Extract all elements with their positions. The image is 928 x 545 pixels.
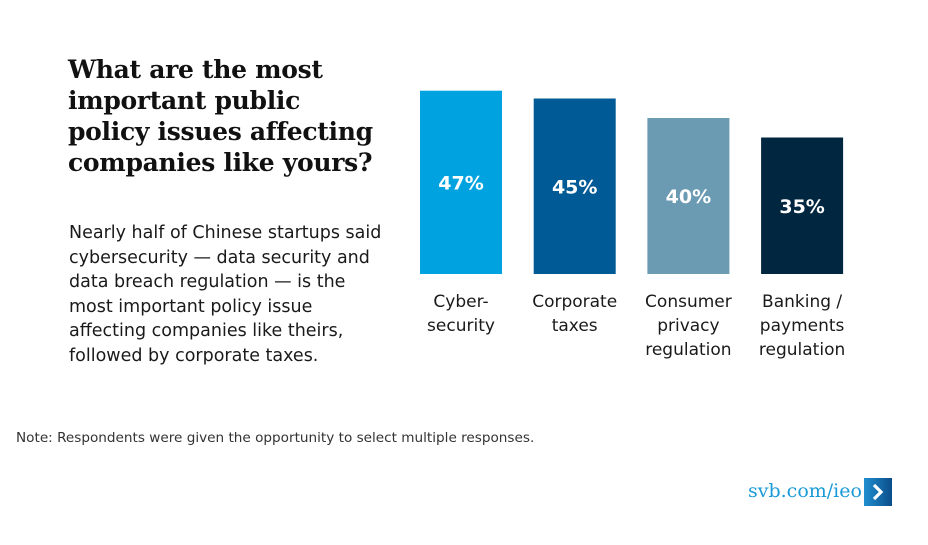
category-label-line: payments bbox=[760, 316, 845, 336]
category-label: Banking / payments regulation bbox=[759, 292, 845, 360]
bar-1 bbox=[533, 98, 616, 274]
category-label-line: Cyber- bbox=[433, 292, 488, 312]
category-label-line: Banking / bbox=[762, 292, 842, 312]
category-label-line: privacy bbox=[657, 316, 719, 336]
chevron-right-icon bbox=[872, 484, 884, 500]
category-label-line: Consumer bbox=[645, 292, 732, 312]
category-label: Consumer privacy regulation bbox=[645, 292, 732, 360]
svb-link[interactable]: svb.com/ieo bbox=[748, 480, 862, 502]
bar-value-label: 45% bbox=[552, 176, 597, 198]
category-label-line: taxes bbox=[552, 316, 598, 336]
category-label: Corporate taxes bbox=[532, 292, 617, 336]
category-label: Cyber-security bbox=[427, 292, 495, 336]
category-label-line: regulation bbox=[759, 340, 845, 360]
category-label-line: security bbox=[427, 316, 495, 336]
bar-value-label: 40% bbox=[666, 186, 711, 208]
chart-title: What are the most important public polic… bbox=[68, 55, 373, 177]
bar-2 bbox=[647, 118, 730, 274]
category-label-line: Corporate bbox=[532, 292, 617, 312]
bar-3 bbox=[761, 137, 844, 274]
bar-value-label: 47% bbox=[438, 172, 483, 194]
bar-0 bbox=[420, 90, 502, 274]
chart-description: Nearly half of Chinese startups said cyb… bbox=[69, 223, 382, 366]
bar-value-label: 35% bbox=[779, 196, 824, 218]
category-label-line: regulation bbox=[645, 340, 731, 360]
next-button[interactable] bbox=[864, 478, 892, 506]
footnote: Note: Respondents were given the opportu… bbox=[16, 430, 535, 446]
